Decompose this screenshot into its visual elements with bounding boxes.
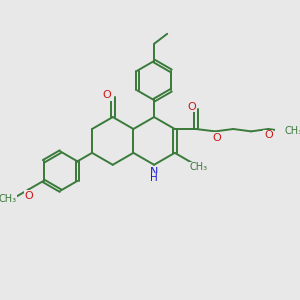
Text: CH₃: CH₃ bbox=[285, 126, 300, 136]
Text: O: O bbox=[188, 102, 196, 112]
Text: N: N bbox=[150, 167, 158, 177]
Text: CH₃: CH₃ bbox=[189, 162, 207, 172]
Text: H: H bbox=[150, 173, 158, 183]
Text: O: O bbox=[264, 130, 273, 140]
Text: O: O bbox=[212, 133, 221, 143]
Text: O: O bbox=[24, 191, 33, 201]
Text: CH₃: CH₃ bbox=[0, 194, 16, 203]
Text: O: O bbox=[103, 91, 111, 100]
